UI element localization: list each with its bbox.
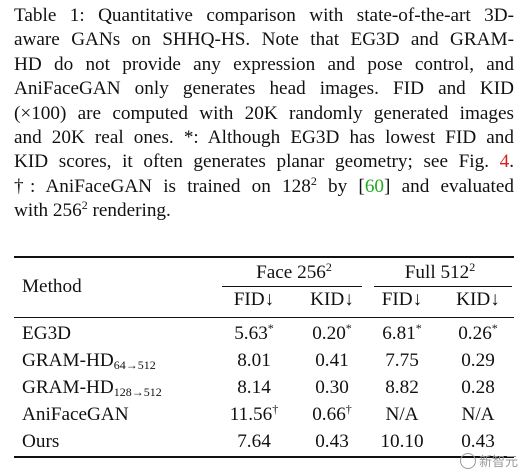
face-fid-cell: 11.56† [229, 402, 279, 425]
citation-link[interactable]: 60 [364, 175, 384, 197]
full-fid-header: FID↓ [381, 289, 423, 310]
table-caption: Table 1: Quantitative comparison with st… [14, 4, 514, 224]
full-kid-cell: 0.26* [458, 321, 498, 344]
face-kid-cell: 0.20* [312, 321, 352, 344]
group-header-full: Full 5122 [404, 260, 476, 283]
full-kid-cell: 0.28 [461, 377, 495, 398]
method-name-cell: AniFaceGAN [22, 404, 129, 425]
method-header: Method [22, 276, 82, 297]
face-fid-cell: 7.64 [237, 431, 271, 452]
watermark: 新智元 [459, 451, 518, 470]
full-kid-cell: 0.43 [461, 431, 495, 452]
caption-line: aware GANs on SHHQ-HS. Note that EG3D an… [14, 29, 514, 51]
method-name-cell: EG3D [22, 323, 72, 344]
table-top-rule [14, 256, 514, 258]
caption-line: (×100) are computed with 20K randomly ge… [14, 102, 514, 124]
full-fid-cell: N/A [385, 404, 419, 425]
full-fid-cell: 8.82 [385, 377, 419, 398]
caption-line: and 20K real ones. *: Although EG3D has … [14, 127, 514, 149]
face-fid-cell: 5.63* [234, 321, 274, 344]
face-fid-cell: 8.01 [237, 350, 271, 371]
full-kid-cell: 0.29 [461, 350, 495, 371]
face-fid-cell: 8.14 [237, 377, 271, 398]
caption-line: †: AniFaceGAN is trained on 1282 by [60]… [14, 173, 514, 197]
caption-line: KID scores, it often generates planar ge… [14, 151, 515, 173]
table-mid-rule [14, 317, 514, 318]
face-kid-cell: 0.43 [315, 431, 349, 452]
face-kid-header: KID↓ [310, 289, 354, 310]
full-kid-cell: N/A [461, 404, 495, 425]
full-kid-header: KID↓ [456, 289, 500, 310]
watermark-text: 新智元 [478, 455, 518, 470]
full-fid-cell: 6.81* [382, 321, 422, 344]
group-rule-full [374, 286, 512, 287]
full-fid-cell: 7.75 [385, 350, 419, 371]
figure-reference-link[interactable]: 4 [499, 151, 510, 173]
face-kid-cell: 0.66† [312, 402, 352, 425]
caption-line: Table 1: Quantitative comparison with st… [14, 5, 514, 26]
face-kid-cell: 0.41 [315, 350, 349, 371]
full-fid-cell: 10.10 [380, 431, 424, 452]
method-name-cell: GRAM-HD128→512 [22, 377, 162, 399]
caption-line: AniFaceGAN only generates head images. F… [14, 78, 514, 100]
table-bottom-rule [14, 456, 514, 458]
face-kid-cell: 0.30 [315, 377, 349, 398]
group-header-face: Face 2562 [256, 260, 332, 283]
wechat-logo-icon [459, 452, 476, 469]
method-name-cell: Ours [22, 431, 60, 452]
face-fid-header: FID↓ [233, 289, 275, 310]
caption-line: HD do not provide any expression and pos… [14, 53, 514, 75]
method-name-cell: GRAM-HD64→512 [22, 350, 156, 372]
caption-line: with 2562 rendering. [14, 198, 171, 222]
group-rule-face [222, 286, 362, 287]
